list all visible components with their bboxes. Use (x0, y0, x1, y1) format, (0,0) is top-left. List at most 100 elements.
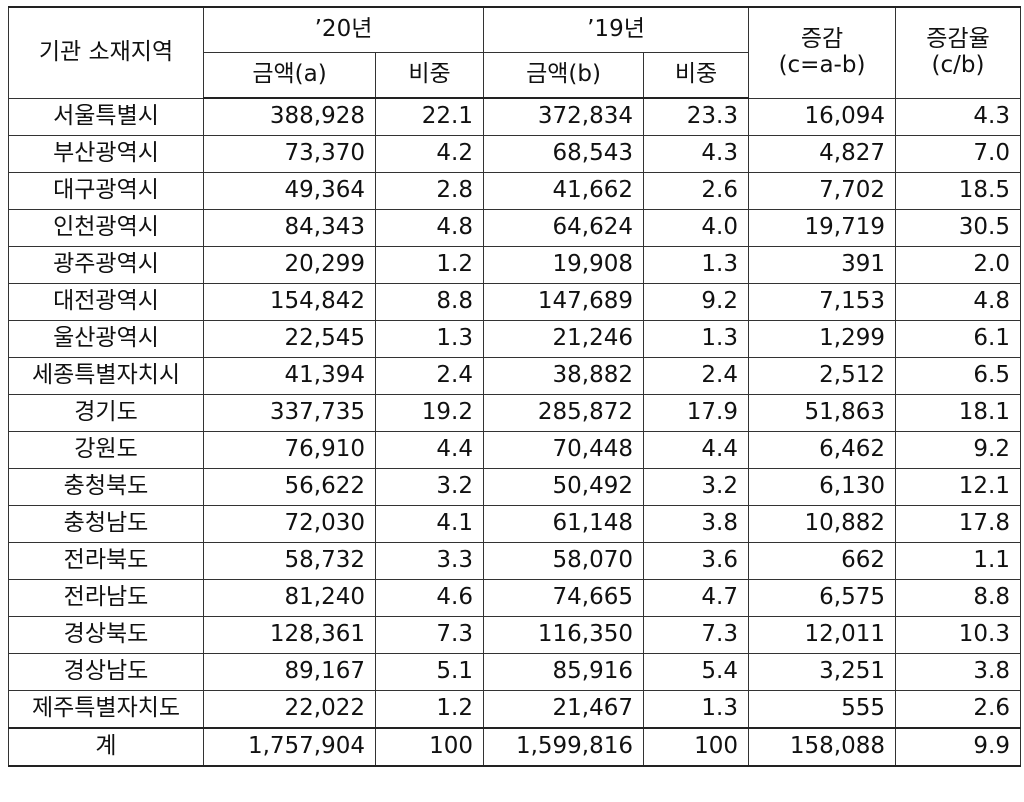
value-cell: 73,370 (203, 135, 376, 173)
region-cell: 경상북도 (8, 616, 204, 654)
value-cell: 158,088 (748, 727, 896, 767)
header-cell: ’20년 (203, 6, 484, 53)
value-cell: 128,361 (203, 616, 376, 654)
value-cell: 4.4 (375, 431, 484, 469)
value-cell: 4.8 (375, 209, 484, 247)
region-cell: 전라남도 (8, 579, 204, 617)
value-cell: 8.8 (895, 579, 1021, 617)
region-cell: 세종특별자치시 (8, 357, 204, 395)
value-cell: 19.2 (375, 394, 484, 432)
header-cell: ’19년 (483, 6, 749, 53)
header-cell: 증감 (c=a-b) (748, 6, 896, 99)
table-row: 전라남도 81,240 4.6 74,665 4.7 6,575 8.8 (8, 579, 1021, 617)
value-cell: 22,022 (203, 690, 376, 729)
value-cell: 1.2 (375, 690, 484, 729)
region-cell: 경상남도 (8, 653, 204, 691)
value-cell: 9.2 (895, 431, 1021, 469)
value-cell: 3.2 (643, 468, 749, 506)
value-cell: 10.3 (895, 616, 1021, 654)
value-cell: 12.1 (895, 468, 1021, 506)
value-cell: 3.6 (643, 542, 749, 580)
table-row: 광주광역시 20,299 1.2 19,908 1.3 391 2.0 (8, 246, 1021, 284)
value-cell: 21,246 (483, 320, 644, 358)
header-cell: 비중 (643, 52, 749, 99)
value-cell: 9.9 (895, 727, 1021, 767)
value-cell: 100 (375, 727, 484, 767)
value-cell: 4.1 (375, 505, 484, 543)
table-row: 충청북도 56,622 3.2 50,492 3.2 6,130 12.1 (8, 468, 1021, 506)
value-cell: 4.3 (895, 97, 1021, 136)
value-cell: 16,094 (748, 97, 896, 136)
value-cell: 51,863 (748, 394, 896, 432)
value-cell: 81,240 (203, 579, 376, 617)
value-cell: 85,916 (483, 653, 644, 691)
value-cell: 4.4 (643, 431, 749, 469)
table-body: 서울특별시 388,928 22.1 372,834 23.3 16,094 4.3 부산광역… (8, 97, 1021, 767)
value-cell: 1.2 (375, 246, 484, 284)
data-table: 기관 소재지역 ’20년 ’19년 증감 (c=a-b) 증감율 (c/b) 금… (8, 6, 1021, 767)
value-cell: 6,130 (748, 468, 896, 506)
value-cell: 50,492 (483, 468, 644, 506)
value-cell: 56,622 (203, 468, 376, 506)
header-row: 금액(a) 비중 금액(b) 비중 (9, 52, 1021, 99)
value-cell: 41,394 (203, 357, 376, 395)
value-cell: 3.8 (895, 653, 1021, 691)
value-cell: 3.8 (643, 505, 749, 543)
header-cell: 기관 소재지역 (8, 6, 204, 99)
value-cell: 2.6 (895, 690, 1021, 729)
value-cell: 2.4 (375, 357, 484, 395)
value-cell: 68,543 (483, 135, 644, 173)
value-cell: 18.5 (895, 172, 1021, 210)
value-cell: 555 (748, 690, 896, 729)
value-cell: 7.3 (375, 616, 484, 654)
region-cell: 충청북도 (8, 468, 204, 506)
table-row: 대전광역시 154,842 8.8 147,689 9.2 7,153 4.8 (8, 283, 1021, 321)
value-cell: 4.3 (643, 135, 749, 173)
value-cell: 2.6 (643, 172, 749, 210)
value-cell: 64,624 (483, 209, 644, 247)
value-cell: 391 (748, 246, 896, 284)
value-cell: 285,872 (483, 394, 644, 432)
value-cell: 6,462 (748, 431, 896, 469)
region-cell: 충청남도 (8, 505, 204, 543)
value-cell: 30.5 (895, 209, 1021, 247)
table-row: 계 1,757,904 100 1,599,816 100 158,088 9.9 (8, 727, 1021, 767)
table-row: 경상북도 128,361 7.3 116,350 7.3 12,011 10.3 (8, 616, 1021, 654)
value-cell: 100 (643, 727, 749, 767)
value-cell: 4.0 (643, 209, 749, 247)
region-cell: 계 (8, 727, 204, 767)
value-cell: 4,827 (748, 135, 896, 173)
value-cell: 1,599,816 (483, 727, 644, 767)
table-row: 충청남도 72,030 4.1 61,148 3.8 10,882 17.8 (8, 505, 1021, 543)
value-cell: 388,928 (203, 97, 376, 136)
value-cell: 372,834 (483, 97, 644, 136)
table-row: 울산광역시 22,545 1.3 21,246 1.3 1,299 6.1 (8, 320, 1021, 358)
value-cell: 3.2 (375, 468, 484, 506)
value-cell: 22,545 (203, 320, 376, 358)
value-cell: 20,299 (203, 246, 376, 284)
value-cell: 18.1 (895, 394, 1021, 432)
value-cell: 116,350 (483, 616, 644, 654)
value-cell: 89,167 (203, 653, 376, 691)
region-cell: 광주광역시 (8, 246, 204, 284)
value-cell: 2.8 (375, 172, 484, 210)
value-cell: 23.3 (643, 97, 749, 136)
header-cell: 금액(a) (203, 52, 376, 99)
header-row: 기관 소재지역 ’20년 ’19년 증감 (c=a-b) 증감율 (c/b) (8, 6, 1021, 99)
value-cell: 7.0 (895, 135, 1021, 173)
value-cell: 17.8 (895, 505, 1021, 543)
header-text: (c=a-b) (778, 51, 866, 78)
region-cell: 인천광역시 (8, 209, 204, 247)
value-cell: 2,512 (748, 357, 896, 395)
region-cell: 대전광역시 (8, 283, 204, 321)
table-row: 부산광역시 73,370 4.2 68,543 4.3 4,827 7.0 (8, 135, 1021, 173)
value-cell: 6.5 (895, 357, 1021, 395)
value-cell: 3,251 (748, 653, 896, 691)
value-cell: 61,148 (483, 505, 644, 543)
value-cell: 70,448 (483, 431, 644, 469)
header-text: (c/b) (931, 51, 985, 78)
table-row: 경기도 337,735 19.2 285,872 17.9 51,863 18.1 (8, 394, 1021, 432)
table-header: 기관 소재지역 ’20년 ’19년 증감 (c=a-b) 증감율 (c/b) 금… (8, 6, 1021, 99)
region-cell: 서울특별시 (8, 97, 204, 136)
header-cell: 증감율 (c/b) (895, 6, 1021, 99)
